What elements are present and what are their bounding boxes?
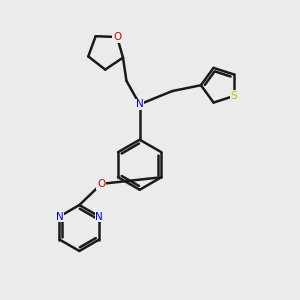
Text: O: O (97, 179, 106, 189)
Text: N: N (56, 212, 63, 221)
Text: N: N (95, 212, 103, 221)
Text: S: S (231, 91, 237, 101)
Text: N: N (136, 99, 144, 110)
Text: O: O (113, 32, 121, 42)
